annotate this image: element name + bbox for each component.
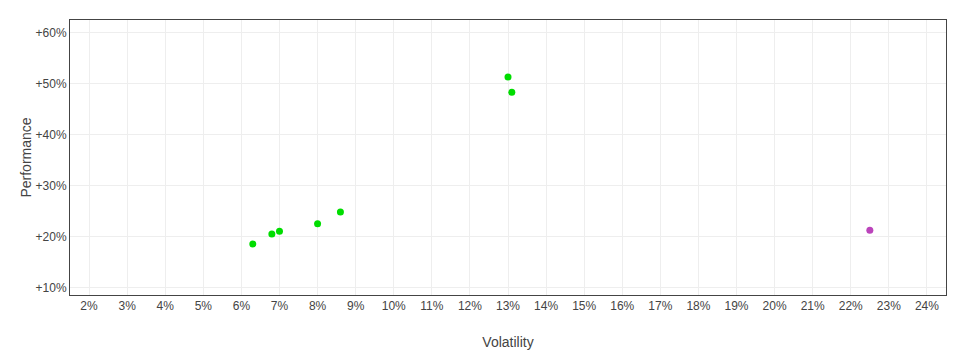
svg-text:10%: 10% [382, 299, 406, 313]
svg-text:21%: 21% [801, 299, 825, 313]
svg-text:24%: 24% [915, 299, 939, 313]
svg-text:Volatility: Volatility [482, 334, 533, 350]
svg-text:+60%: +60% [36, 26, 67, 40]
svg-text:18%: 18% [686, 299, 710, 313]
svg-text:8%: 8% [309, 299, 327, 313]
svg-text:14%: 14% [534, 299, 558, 313]
svg-text:2%: 2% [80, 299, 98, 313]
svg-text:+10%: +10% [36, 281, 67, 295]
svg-text:16%: 16% [610, 299, 634, 313]
svg-text:6%: 6% [233, 299, 251, 313]
svg-text:22%: 22% [839, 299, 863, 313]
svg-text:3%: 3% [118, 299, 136, 313]
svg-text:7%: 7% [271, 299, 289, 313]
svg-text:+30%: +30% [36, 179, 67, 193]
svg-text:19%: 19% [725, 299, 749, 313]
svg-text:+50%: +50% [36, 77, 67, 91]
svg-text:+20%: +20% [36, 230, 67, 244]
svg-text:Performance: Performance [18, 117, 34, 197]
svg-text:11%: 11% [420, 299, 443, 313]
svg-text:17%: 17% [648, 299, 672, 313]
svg-text:13%: 13% [496, 299, 520, 313]
svg-text:9%: 9% [347, 299, 365, 313]
svg-text:12%: 12% [458, 299, 482, 313]
svg-text:5%: 5% [195, 299, 213, 313]
svg-text:+40%: +40% [36, 128, 67, 142]
svg-text:15%: 15% [572, 299, 596, 313]
svg-text:20%: 20% [763, 299, 787, 313]
svg-text:4%: 4% [157, 299, 175, 313]
svg-text:23%: 23% [877, 299, 901, 313]
